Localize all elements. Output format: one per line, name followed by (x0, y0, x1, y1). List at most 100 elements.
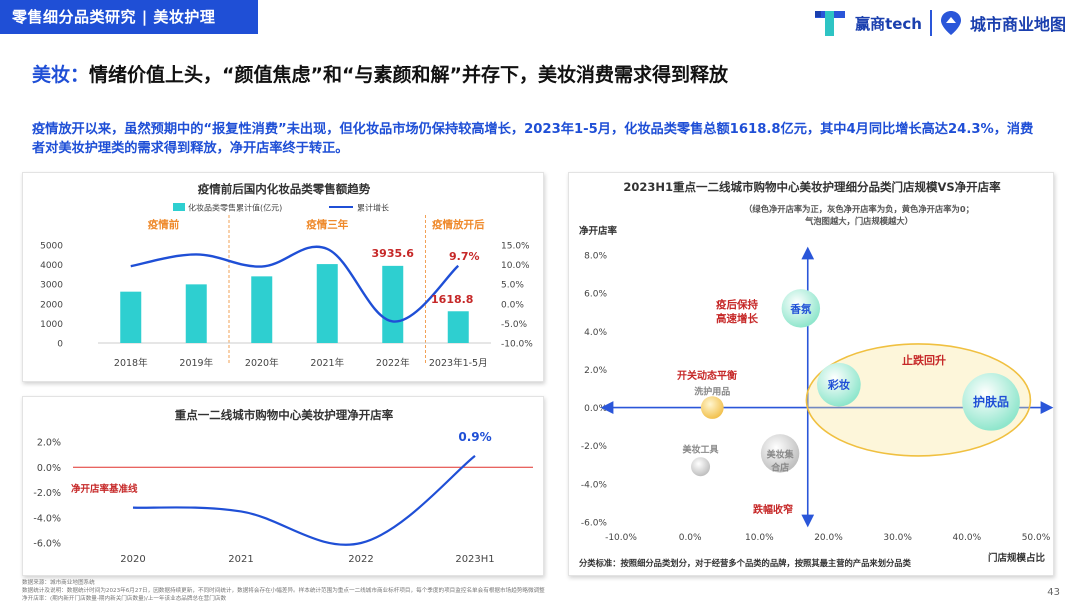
y-tick-label: -4.0% (33, 513, 61, 524)
y-right-tick-label: -10.0% (501, 340, 533, 350)
bubble-label: 美妆集 (767, 448, 795, 460)
y-tick-label: -6.0% (581, 519, 608, 529)
y-tick-label: -6.0% (33, 539, 61, 550)
phase-label: 疫情前 (148, 218, 180, 231)
x-tick-label: 10.0% (745, 533, 774, 543)
y-axis-title: 净开店率 (579, 225, 618, 237)
y-tick-label: 0.0% (584, 404, 607, 414)
bubble-美妆集合店 (760, 434, 800, 473)
footer-definition: 净开店率：(期内新开门店数量-期内新关门店数量)/上一年该业态品牌总在营门店数 (22, 596, 227, 602)
x-tick-label: 2020 (120, 554, 145, 565)
baseline-label: 净开店率基准线 (71, 483, 138, 495)
y-right-tick-label: 10.0% (501, 261, 530, 271)
legend-bar-label: 化妆品类零售累计值(亿元) (188, 203, 282, 213)
net-open-rate-chart: 重点一二线城市购物中心美妆护理净开店率 2.0% 0.0% -2.0% -4.0% -6.… (33, 408, 533, 565)
y-right-tick-label: 5.0% (501, 281, 524, 291)
x-tick-label: 2023H1 (455, 554, 494, 565)
y-left-tick-label: 1000 (40, 320, 63, 330)
phase-label: 疫情放开后 (432, 218, 485, 231)
winshang-tech-logo: 赢商tech (855, 14, 922, 33)
map-pin-icon (940, 11, 961, 35)
headline-text: 情绪价值上头，“颜值焦虑”和“与素颜和解”并存下，美妆消费需求得到释放 (89, 64, 728, 86)
y-left-tick-label: 4000 (40, 261, 63, 271)
bubble-label: 彩妆 (827, 378, 850, 392)
data-label-2022: 3935.6 (372, 247, 415, 260)
chart-title: 重点一二线城市购物中心美妆护理净开店率 (175, 408, 394, 422)
bar-2021年 (316, 264, 338, 343)
annotation-label: 止跌回升 (902, 353, 946, 367)
y-tick-label: 0.0% (37, 463, 61, 474)
net-open-rate-chart-panel: 重点一二线城市购物中心美妆护理净开店率 2.0% 0.0% -2.0% -4.0% -6.… (22, 396, 544, 576)
bubble-label: 合店 (771, 461, 789, 473)
x-tick-label: 2020年 (245, 357, 279, 369)
bubble-香氛 (781, 289, 821, 328)
x-tick-label: -10.0% (605, 533, 637, 543)
logo-divider (929, 10, 932, 36)
headline-key: 美妆： (32, 64, 90, 86)
chart-title: 2023H1重点一二线城市购物中心美妆护理细分品类门店规模VS净开店率 (623, 180, 1001, 194)
y-right-tick-label: -5.0% (501, 320, 528, 330)
data-label-growth: 9.7% (449, 250, 480, 263)
y-left-tick-label: 3000 (40, 281, 63, 291)
legend-bar-swatch (173, 203, 185, 211)
annotation-label: 开关动态平衡 (677, 369, 737, 382)
x-tick-label: 2018年 (114, 357, 148, 369)
x-tick-label: 50.0% (1022, 533, 1051, 543)
footer-source: 数据来源：城市商业地图系统 (22, 580, 95, 586)
annotation-label: 跌幅收窄 (753, 503, 793, 516)
x-tick-label: 2023年1-5月 (429, 357, 488, 369)
bubble-美妆工具 (691, 457, 711, 477)
y-right-tick-label: 0.0% (501, 300, 524, 310)
y-tick-label: 8.0% (584, 252, 607, 262)
bar-2022年 (382, 265, 404, 343)
legend-line-label: 累计增长 (357, 203, 389, 213)
y-right-tick-label: 15.0% (501, 242, 530, 252)
x-tick-label: 20.0% (814, 533, 843, 543)
y-left-tick-label: 0 (57, 340, 63, 350)
category-bubble-chart-panel: 2023H1重点一二线城市购物中心美妆护理细分品类门店规模VS净开店率 （绿色净开… (568, 172, 1054, 576)
bubble-label: 洗护用品 (694, 386, 730, 398)
summary-text: 疫情放开以来，虽然预期中的“报复性消费”未出现，但化妆品市场仍保持较高增长，20… (32, 122, 1034, 156)
bar-2018年 (120, 291, 142, 343)
chart-subtitle: （绿色净开店率为正，灰色净开店率为负，黄色净开店率为0； (744, 204, 974, 215)
x-tick-label: 0.0% (679, 533, 702, 543)
chart-subtitle: 气泡图越大，门店规模越大） (804, 216, 913, 226)
bubble-label: 香氛 (789, 302, 811, 315)
annotation-label: 高速增长 (716, 312, 758, 325)
x-tick-label: 2019年 (179, 357, 213, 369)
net-open-rate-line (132, 455, 476, 546)
data-label-2023: 1618.8 (431, 293, 473, 306)
y-tick-label: 4.0% (584, 328, 607, 338)
phase-label: 疫情三年 (306, 218, 348, 231)
x-tick-label: 2021 (228, 554, 253, 565)
bar-2019年 (185, 284, 207, 343)
bar-2023年1-5月 (447, 311, 469, 343)
x-tick-label: 30.0% (883, 533, 912, 543)
x-tick-label: 2022 (348, 554, 373, 565)
retail-sales-chart-panel: 疫情前后国内化妆品类零售额趋势化妆品类零售累计值(亿元) 累计增长疫情前 疫情三年 疫… (22, 172, 544, 382)
bubble-彩妆 (817, 362, 861, 407)
y-left-tick-label: 2000 (40, 300, 63, 310)
y-tick-label: -4.0% (581, 480, 608, 490)
classification-note: 分类标准：按照细分品类划分，对于经营多个品类的品牌，按照其最主营的产品来划分品类 (579, 558, 912, 568)
bubble-洗护用品 (700, 396, 724, 419)
y-tick-label: -2.0% (33, 488, 61, 499)
bubble-label: 护肤品 (973, 394, 1009, 409)
x-tick-label: 40.0% (953, 533, 982, 543)
x-tick-label: 2021年 (310, 357, 344, 369)
y-left-tick-label: 5000 (40, 242, 63, 252)
page-headline: 美妆：情绪价值上头，“颜值焦虑”和“与素颜和解”并存下，美妆消费需求得到释放 (32, 60, 728, 87)
bubble-护肤品 (962, 373, 1020, 431)
bar-2020年 (251, 276, 273, 343)
chart-title: 疫情前后国内化妆品类零售额趋势 (198, 182, 371, 196)
section-tag: 零售细分品类研究 | 美妆护理 (0, 0, 258, 34)
bubble-label: 美妆工具 (683, 444, 719, 456)
page-number: 43 (1047, 587, 1060, 598)
y-tick-label: -2.0% (581, 442, 608, 452)
recovery-zone-ellipse (805, 343, 1032, 457)
end-value-label: 0.9% (458, 430, 491, 444)
logo-area: 赢商tech 城市商业地图 (813, 6, 1066, 40)
y-tick-label: 2.0% (584, 366, 607, 376)
y-tick-label: 2.0% (37, 438, 61, 449)
